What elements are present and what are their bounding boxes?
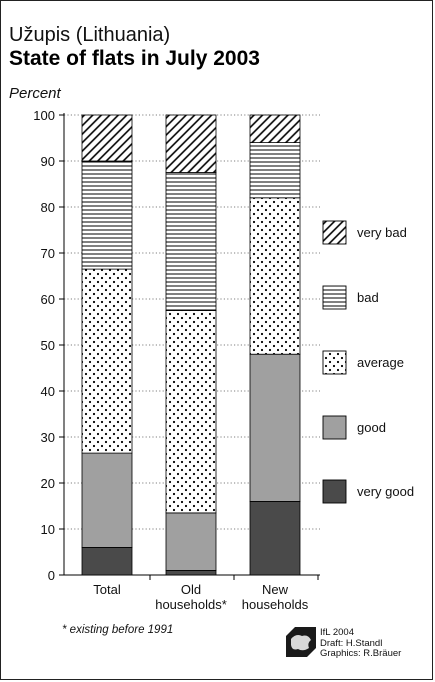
chart-title: Užupis (Lithuania) [9,24,171,46]
bar-segment [165,570,217,576]
bar-segment [81,114,133,162]
y-tick-label: 20 [41,476,55,491]
bar-segment [249,500,301,576]
bar-segment [165,310,217,514]
footnote: * existing before 1991 [62,624,174,636]
bar-segment [81,547,133,576]
bar-segment [249,353,301,502]
legend-swatch [322,415,347,440]
legend-label: bad [357,290,379,305]
x-tick-label: households* [155,597,227,612]
chart-subtitle: State of flats in July 2003 [9,47,260,70]
bar-segment [81,160,133,270]
bar-segment [165,512,217,571]
bar-segment [81,452,133,548]
y-tick-label: 80 [41,200,55,215]
legend-label: average [357,355,404,370]
legend-swatch [322,350,347,375]
legend-swatch [322,285,347,310]
y-tick-label: 70 [41,246,55,261]
x-tick-label: Total [93,582,121,597]
credit-line: IfL 2004 [320,627,354,638]
legend-label: good [357,420,386,435]
x-tick-label: New [262,582,289,597]
bar-segment [165,172,217,311]
bar-segment [81,268,133,454]
y-tick-label: 60 [41,292,55,307]
ifl-logo-icon [286,627,316,657]
credits: IfL 2004 Draft: H.Standl Graphics: R.Brä… [320,627,402,660]
legend-swatch [322,220,347,245]
credit-line: Draft: H.Standl [320,637,383,649]
x-tick-label: households [242,597,309,612]
y-tick-label: 10 [41,522,55,537]
legend-label: very good [357,484,414,499]
bar-segment [165,114,217,173]
bar-segment [249,142,301,199]
y-tick-label: 30 [41,430,55,445]
credit-line: Graphics: R.Bräuer [320,648,402,659]
y-tick-label: 0 [48,568,55,583]
y-tick-label: 40 [41,384,55,399]
y-axis-label: Percent [9,85,61,102]
y-tick-label: 50 [41,338,55,353]
bar-segment [249,197,301,355]
y-tick-label: 90 [41,154,55,169]
x-tick-label: Old [181,582,201,597]
bar-segment [249,114,301,144]
y-tick-label: 100 [33,108,55,123]
legend-label: very bad [357,225,407,240]
legend-swatch [322,479,347,504]
